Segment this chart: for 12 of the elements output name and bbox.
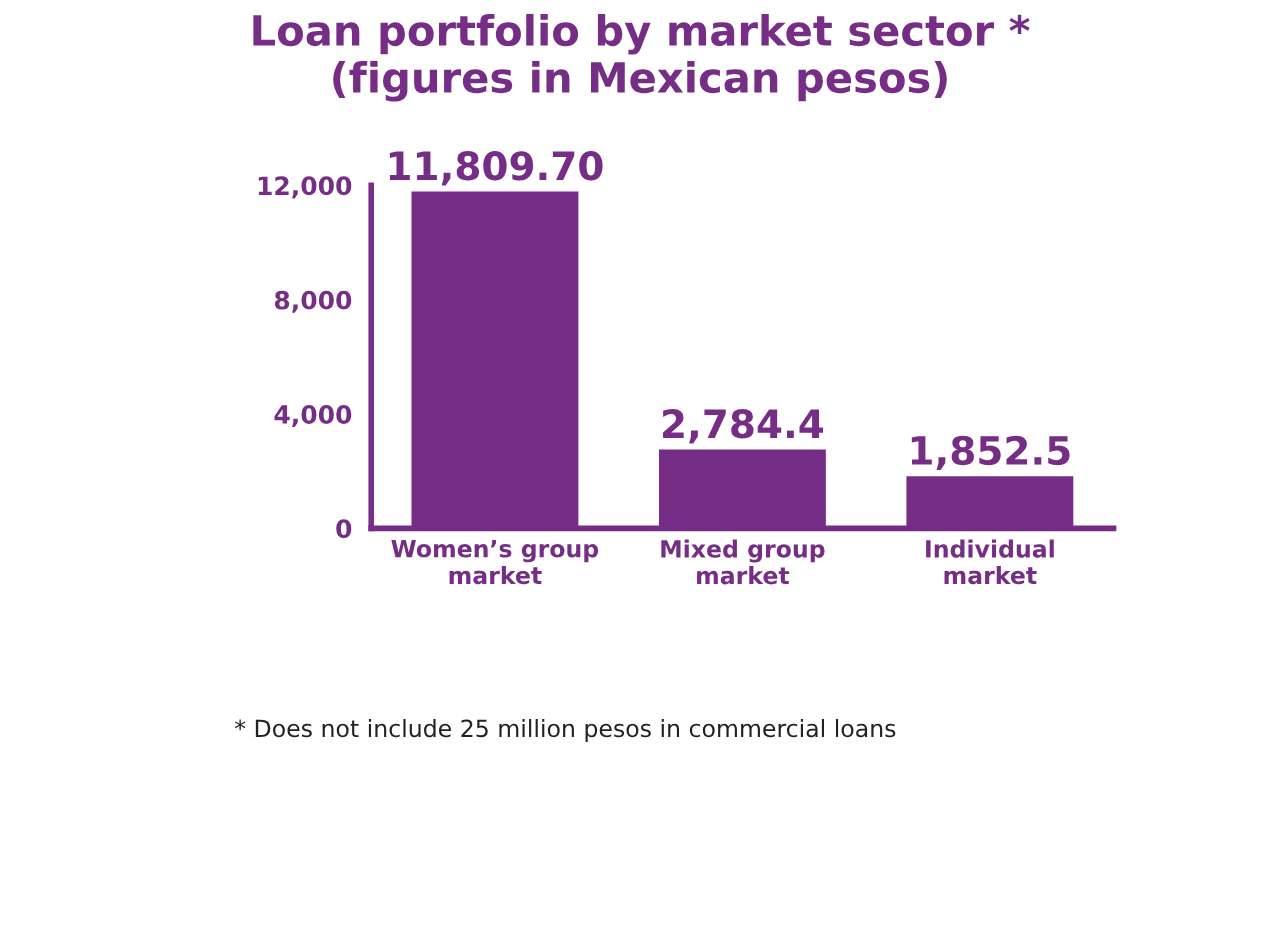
y-tick-label: 8,000 xyxy=(274,290,352,313)
text: * Does not include 25 million pesos in commercial loans xyxy=(234,719,896,742)
data-label: 2,784.4 xyxy=(663,409,824,444)
data-label: 11,809.70 xyxy=(389,151,603,186)
y-tick-label: 0 xyxy=(336,519,352,539)
x-tick-label: Women’s group market xyxy=(391,540,599,585)
data-label: 1,852.5 xyxy=(911,435,1070,471)
chart-title: Loan portfolio by market sector * (figures in Mexican pesos) xyxy=(253,13,1030,102)
y-tick-label: 12,000 xyxy=(258,176,352,199)
y-tick-label: 4,000 xyxy=(274,405,352,428)
x-tick-label: Mixed group market xyxy=(661,539,825,585)
x-tick-label: Individual market xyxy=(926,539,1054,585)
